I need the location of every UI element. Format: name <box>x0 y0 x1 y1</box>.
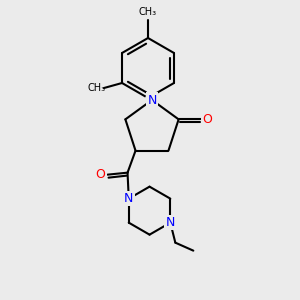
Text: CH₃: CH₃ <box>88 83 106 93</box>
Text: N: N <box>147 94 157 106</box>
Text: N: N <box>124 192 134 205</box>
Text: O: O <box>96 168 106 181</box>
Text: CH₃: CH₃ <box>139 7 157 17</box>
Text: N: N <box>166 216 175 229</box>
Text: O: O <box>203 113 213 126</box>
